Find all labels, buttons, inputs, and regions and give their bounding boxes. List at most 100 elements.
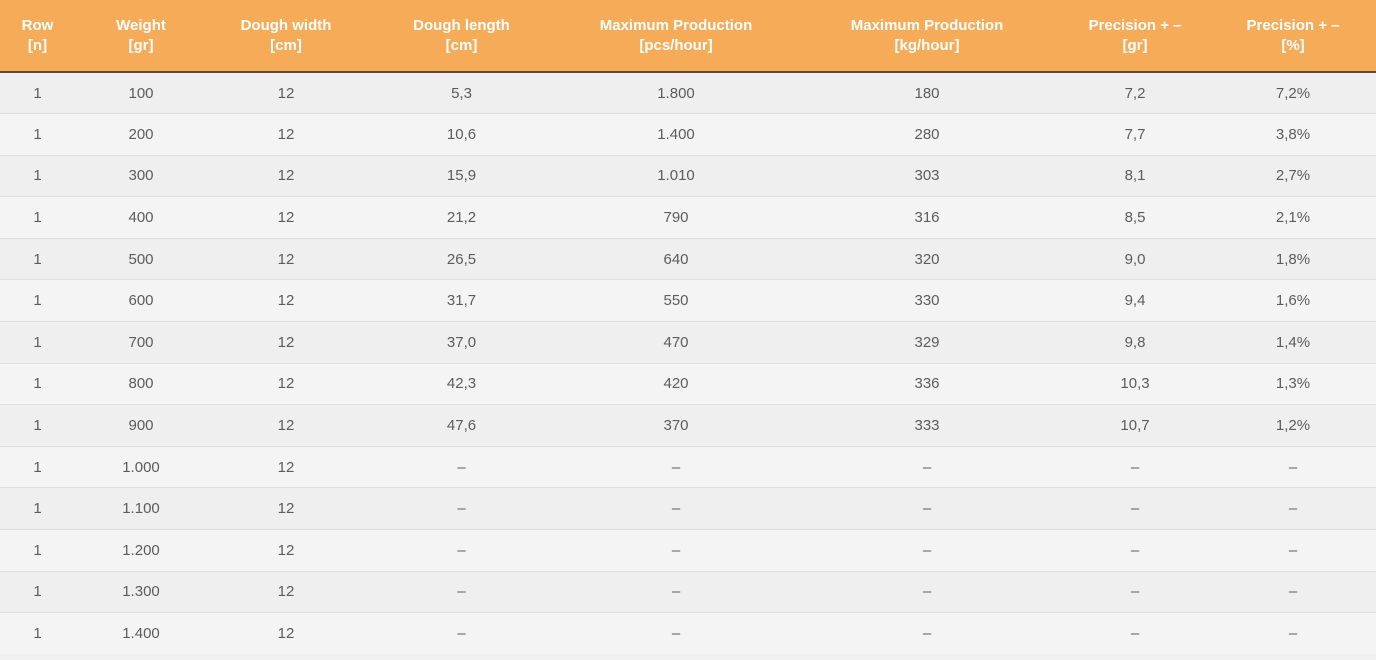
table-cell-dough-width: 12 (207, 404, 365, 447)
table-cell-precision-pct: – (1210, 487, 1376, 531)
table-cell-row: 1 (0, 404, 75, 447)
table-cell-max-production-kg: – (794, 571, 1060, 614)
table-cell-max-production-kg: 280 (794, 113, 1060, 156)
column-header-unit: [n] (27, 36, 48, 54)
table-cell-row: 1 (0, 363, 75, 406)
table-cell-precision-gr: – (1060, 487, 1210, 531)
table-cell-dough-width: 12 (207, 238, 365, 281)
table-cell-precision-gr: 9,8 (1060, 321, 1210, 364)
table-cell-precision-pct: 1,2% (1210, 404, 1376, 447)
table-cell-precision-pct: 2,1% (1210, 196, 1376, 239)
table-cell-max-production-pcs: 1.400 (558, 113, 794, 156)
table-cell-precision-pct: 3,8% (1210, 113, 1376, 156)
column-header-precision-gr: Precision + – [gr] (1060, 0, 1210, 73)
column-header-row: Row [n] (0, 0, 75, 73)
table-cell-max-production-pcs: 1.010 (558, 155, 794, 198)
table-cell-row: 1 (33, 625, 42, 643)
table-row: 1 500 12 26,5 640 320 9,0 1,8% (0, 238, 1376, 281)
table-cell-precision-gr: – (1060, 529, 1210, 572)
table-cell-max-production-kg: 180 (794, 72, 1060, 115)
column-header-title: Dough length (413, 16, 510, 34)
table-cell-weight: 900 (75, 404, 207, 447)
table-cell-dough-width: 12 (207, 363, 365, 406)
table-cell-precision-pct: 7,2% (1210, 72, 1376, 115)
column-header-unit: [gr] (128, 36, 154, 54)
header-row: Row [n] Weight [gr] Dough width [cm] Dough len… (0, 0, 1376, 73)
table-cell-weight: 1.000 (75, 446, 207, 489)
table-cell-max-production-kg: 303 (794, 155, 1060, 198)
table-cell-row: 1 (0, 321, 75, 364)
table-cell-dough-width: 12 (207, 571, 365, 614)
table-cell-dough-width: 12 (207, 487, 365, 531)
column-header-unit: [gr] (1122, 36, 1148, 54)
column-header-title: Weight (116, 16, 166, 34)
table-cell-max-production-pcs: – (558, 571, 794, 614)
table-cell-row: 1 (0, 155, 75, 198)
table-cell-weight: 1.200 (75, 529, 207, 572)
column-header-title: Precision + – (1088, 16, 1182, 34)
table-cell-dough-length: 47,6 (365, 404, 558, 447)
table-cell-weight: 1.400 (122, 625, 160, 643)
table-cell-dough-length: 37,0 (365, 321, 558, 364)
table-cell-precision-pct: 2,7% (1210, 155, 1376, 198)
table-cell-precision-gr: – (1060, 446, 1210, 489)
table-cell-dough-length: – (365, 571, 558, 614)
table-cell-dough-width: 12 (207, 446, 365, 489)
table-cell-dough-length: 5,3 (365, 72, 558, 115)
table-row: 1 400 12 21,2 790 316 8,5 2,1% (0, 196, 1376, 239)
table-cell-row: 1 (0, 113, 75, 156)
table-cell-precision-pct: 1,4% (1210, 321, 1376, 364)
table-cell-precision-pct: 1,3% (1210, 363, 1376, 406)
table-cell-max-production-pcs: 420 (558, 363, 794, 406)
column-header-weight: Weight [gr] (75, 0, 207, 73)
column-header-unit: [cm] (270, 36, 302, 54)
table-cell-row: 1 (0, 571, 75, 614)
table-cell-row: 1 (0, 529, 75, 572)
table-cell-max-production-kg: 329 (794, 321, 1060, 364)
column-header-unit: [%] (1281, 36, 1305, 54)
table-cell-precision-gr: 8,5 (1060, 196, 1210, 239)
table-cell-precision-pct: 1,8% (1210, 238, 1376, 281)
table-cell-precision-gr: 10,3 (1060, 363, 1210, 406)
table-cell-max-production-kg: – (794, 446, 1060, 489)
table-body: 1 100 12 5,3 1.800 180 7,2 7,2% 1 200 12 10,6 1.400 2… (0, 72, 1376, 655)
column-header-title: Precision + – (1246, 16, 1340, 34)
table-cell-max-production-pcs: 550 (558, 279, 794, 323)
table-cell-dough-length: – (365, 487, 558, 531)
column-header-title: Dough width (240, 16, 332, 34)
table-cell-max-production-kg: 333 (794, 404, 1060, 447)
table-cell-precision-gr: 7,2 (1060, 72, 1210, 115)
column-header-precision-pct: Precision + – [%] (1210, 0, 1376, 73)
table-cell-row: 1 (0, 238, 75, 281)
table-cell-precision-pct: – (1288, 625, 1298, 643)
table-cell-weight: 800 (75, 363, 207, 406)
table-cell-precision-gr: 10,7 (1060, 404, 1210, 447)
table-cell-dough-width: 12 (207, 529, 365, 572)
table-cell-max-production-pcs: – (558, 529, 794, 572)
table-cell-weight: 200 (75, 113, 207, 156)
column-header-title: Row (21, 16, 54, 34)
table-cell-dough-length: 15,9 (365, 155, 558, 198)
table-cell-row: 1 (0, 487, 75, 531)
table-cell-precision-gr: 8,1 (1060, 155, 1210, 198)
table-cell-precision-pct: – (1210, 529, 1376, 572)
table-cell-precision-gr: 9,0 (1060, 238, 1210, 281)
table-cell-precision-gr: 9,4 (1060, 279, 1210, 323)
table-row: 1 100 12 5,3 1.800 180 7,2 7,2% (0, 72, 1376, 115)
table-row: 1 1.400 12 – – – – – (0, 612, 1376, 655)
table-cell-row: 1 (0, 279, 75, 323)
table-cell-dough-width: 12 (207, 196, 365, 239)
table-cell-dough-length: 31,7 (365, 279, 558, 323)
table-row: 1 1.100 12– – – – – (0, 487, 1376, 531)
table-cell-precision-pct: 1,6% (1210, 279, 1376, 323)
table-cell-weight: 600 (75, 279, 207, 323)
table-cell-row: 1 (0, 196, 75, 239)
table-cell-max-production-kg: 336 (794, 363, 1060, 406)
table-cell-max-production-kg: – (922, 625, 932, 643)
table-cell-precision-pct: – (1210, 571, 1376, 614)
table-cell-precision-gr: – (1130, 625, 1140, 643)
table-cell-weight: 400 (75, 196, 207, 239)
table-cell-max-production-pcs: – (671, 625, 681, 643)
table-row: 1 1.000 12– – – – – (0, 446, 1376, 489)
